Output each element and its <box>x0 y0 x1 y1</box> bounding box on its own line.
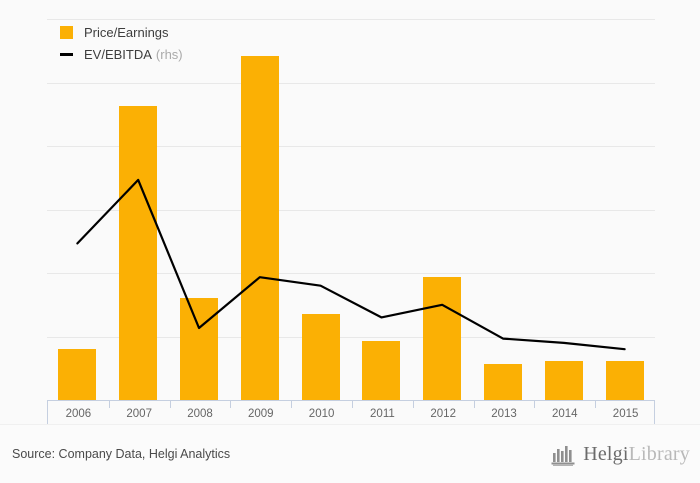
x-axis-label-2009: 2009 <box>248 408 274 420</box>
bar-2009 <box>240 55 279 400</box>
bar-swatch-icon <box>60 25 73 39</box>
gridline <box>47 19 655 20</box>
x-axis-label-2014: 2014 <box>552 408 578 420</box>
x-axis-label-2013: 2013 <box>491 408 517 420</box>
x-axis-tick-mark <box>595 401 597 408</box>
source-note: Source: Company Data, Helgi Analytics <box>12 447 231 461</box>
bar-2008 <box>180 298 218 400</box>
logo-text-helgi: Helgi <box>583 443 629 465</box>
bar-2010 <box>301 313 340 400</box>
legend-label-ev-ebitda: EV/EBITDA <box>84 46 152 62</box>
x-axis-label-2007: 2007 <box>126 408 152 420</box>
x-axis-tick-mark <box>291 401 293 408</box>
logo-text-library: Library <box>628 443 690 465</box>
chart-area: 0102030405060 0369121518 200620072008200… <box>47 19 655 424</box>
x-axis: 2006 2007 2008 2009 2010 2011 2012 2013 2014 2015 <box>47 400 655 424</box>
x-axis-tick-mark <box>230 401 232 408</box>
line-series <box>76 178 626 351</box>
x-axis-label-2008: 2008 <box>187 408 213 420</box>
x-axis-tick-mark <box>352 401 353 408</box>
line-swatch-icon <box>60 52 73 56</box>
x-axis-label-2010: 2010 <box>308 408 335 420</box>
legend-label-price-earnings: Price/Earnings <box>84 24 169 40</box>
chart-footer: Source: Company Data, Helgi Analytics He… <box>0 424 700 483</box>
x-axis-tick-mark <box>534 401 536 408</box>
bar-2013 <box>484 364 522 400</box>
bar-2015 <box>605 360 644 400</box>
legend-item-price-earnings: Price/Earnings <box>60 22 183 42</box>
gridline <box>47 209 655 211</box>
legend-label-ev-ebitda-axis-note: (rhs) <box>155 46 183 62</box>
legend-item-ev-ebitda: EV/EBITDA (rhs) <box>60 44 183 64</box>
bar-chart-building-icon <box>551 445 575 466</box>
x-axis-tick-mark <box>108 401 110 408</box>
helgi-library-logo: Helgi Library <box>551 443 690 466</box>
x-axis-tick-mark <box>412 401 414 408</box>
x-axis-label-2015: 2015 <box>612 408 639 420</box>
bar-2007 <box>119 106 158 400</box>
x-axis-tick-mark <box>473 401 475 408</box>
ev-ebitda-line <box>76 178 626 351</box>
gridline <box>47 273 655 274</box>
gridline <box>47 336 655 338</box>
bar-2011 <box>362 340 401 400</box>
x-axis-label-2011: 2011 <box>370 408 395 420</box>
plot-region: 0102030405060 0369121518 <box>47 19 655 401</box>
gridline <box>47 146 655 147</box>
x-axis-label-2006: 2006 <box>65 408 92 420</box>
x-axis-tick-mark <box>169 401 171 408</box>
bar-2014 <box>544 361 583 400</box>
chart-legend: Price/Earnings EV/EBITDA (rhs) <box>60 22 183 66</box>
gridline <box>47 82 655 84</box>
bar-2012 <box>423 277 462 400</box>
bar-2006 <box>58 349 97 400</box>
x-axis-label-2012: 2012 <box>430 408 456 420</box>
